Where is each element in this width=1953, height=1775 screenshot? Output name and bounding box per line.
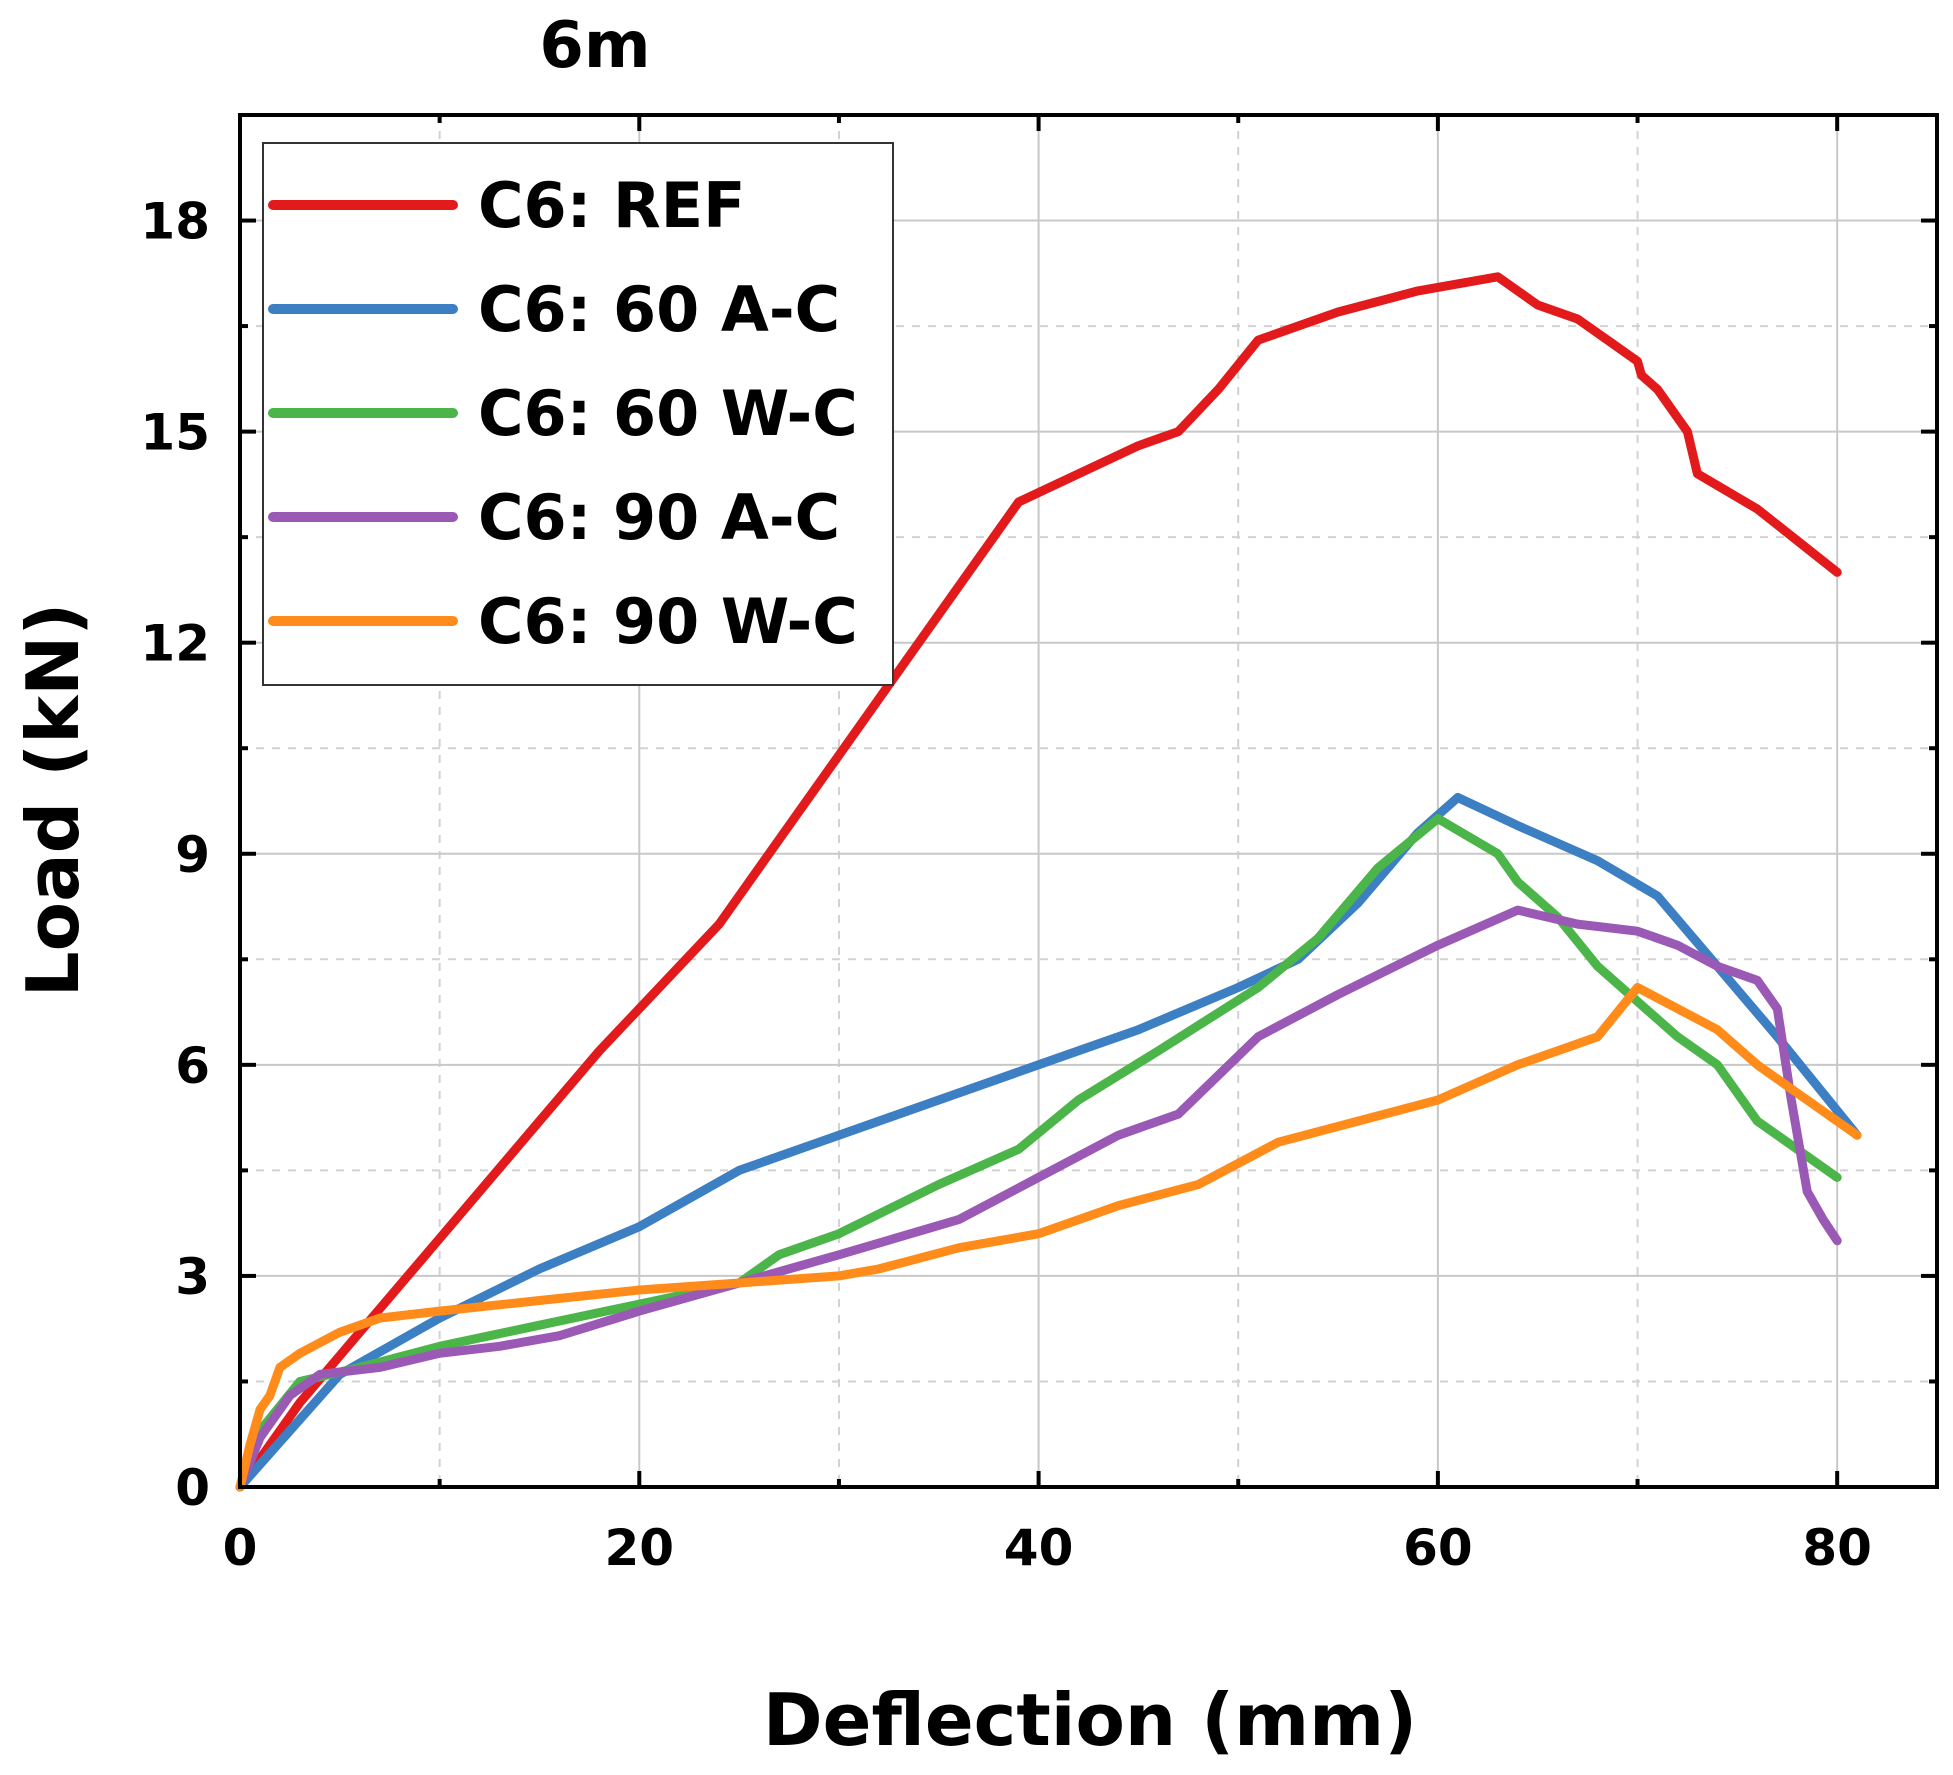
axis-ticks: 0 20 40 60 80 0 3 6 9 12 15 18 — [140, 115, 1937, 1577]
x-tick-label: 60 — [1403, 1519, 1473, 1577]
y-tick-label: 18 — [140, 193, 210, 251]
legend-label: C6: 60 A-C — [478, 273, 840, 346]
legend: C6: REF C6: 60 A-C C6: 60 W-C C6: 90 A-C C6:… — [262, 142, 894, 686]
y-tick-label: 15 — [140, 404, 210, 462]
legend-label: C6: 60 W-C — [478, 377, 858, 450]
x-axis-label: Deflection (mm) — [763, 1678, 1417, 1762]
x-tick-label: 20 — [604, 1519, 674, 1577]
series-line-c6-90-a-c — [235, 905, 1842, 1492]
series-line-c6-60-w-c — [235, 814, 1842, 1492]
x-tick-label: 80 — [1802, 1519, 1872, 1577]
y-tick-label: 3 — [175, 1248, 210, 1306]
data-series — [235, 272, 1862, 1492]
series-line-c6-60-a-c — [235, 793, 1862, 1492]
legend-label: C6: 90 A-C — [478, 481, 840, 554]
x-tick-label: 40 — [1004, 1519, 1074, 1577]
grid — [239, 115, 1937, 1488]
series-line-c6-ref — [235, 272, 1842, 1492]
legend-label: C6: 90 W-C — [478, 585, 858, 658]
y-axis-label: Load (kN) — [11, 603, 95, 998]
x-tick-label: 0 — [223, 1519, 258, 1577]
plot-frame — [238, 113, 1939, 1489]
series-line-c6-90-w-c — [235, 983, 1862, 1492]
y-tick-label: 0 — [175, 1459, 210, 1517]
y-tick-label: 9 — [175, 826, 210, 884]
chart-title: 6m — [539, 9, 650, 83]
legend-label: C6: REF — [478, 169, 745, 242]
y-tick-label: 12 — [140, 615, 210, 673]
y-tick-label: 6 — [175, 1037, 210, 1095]
